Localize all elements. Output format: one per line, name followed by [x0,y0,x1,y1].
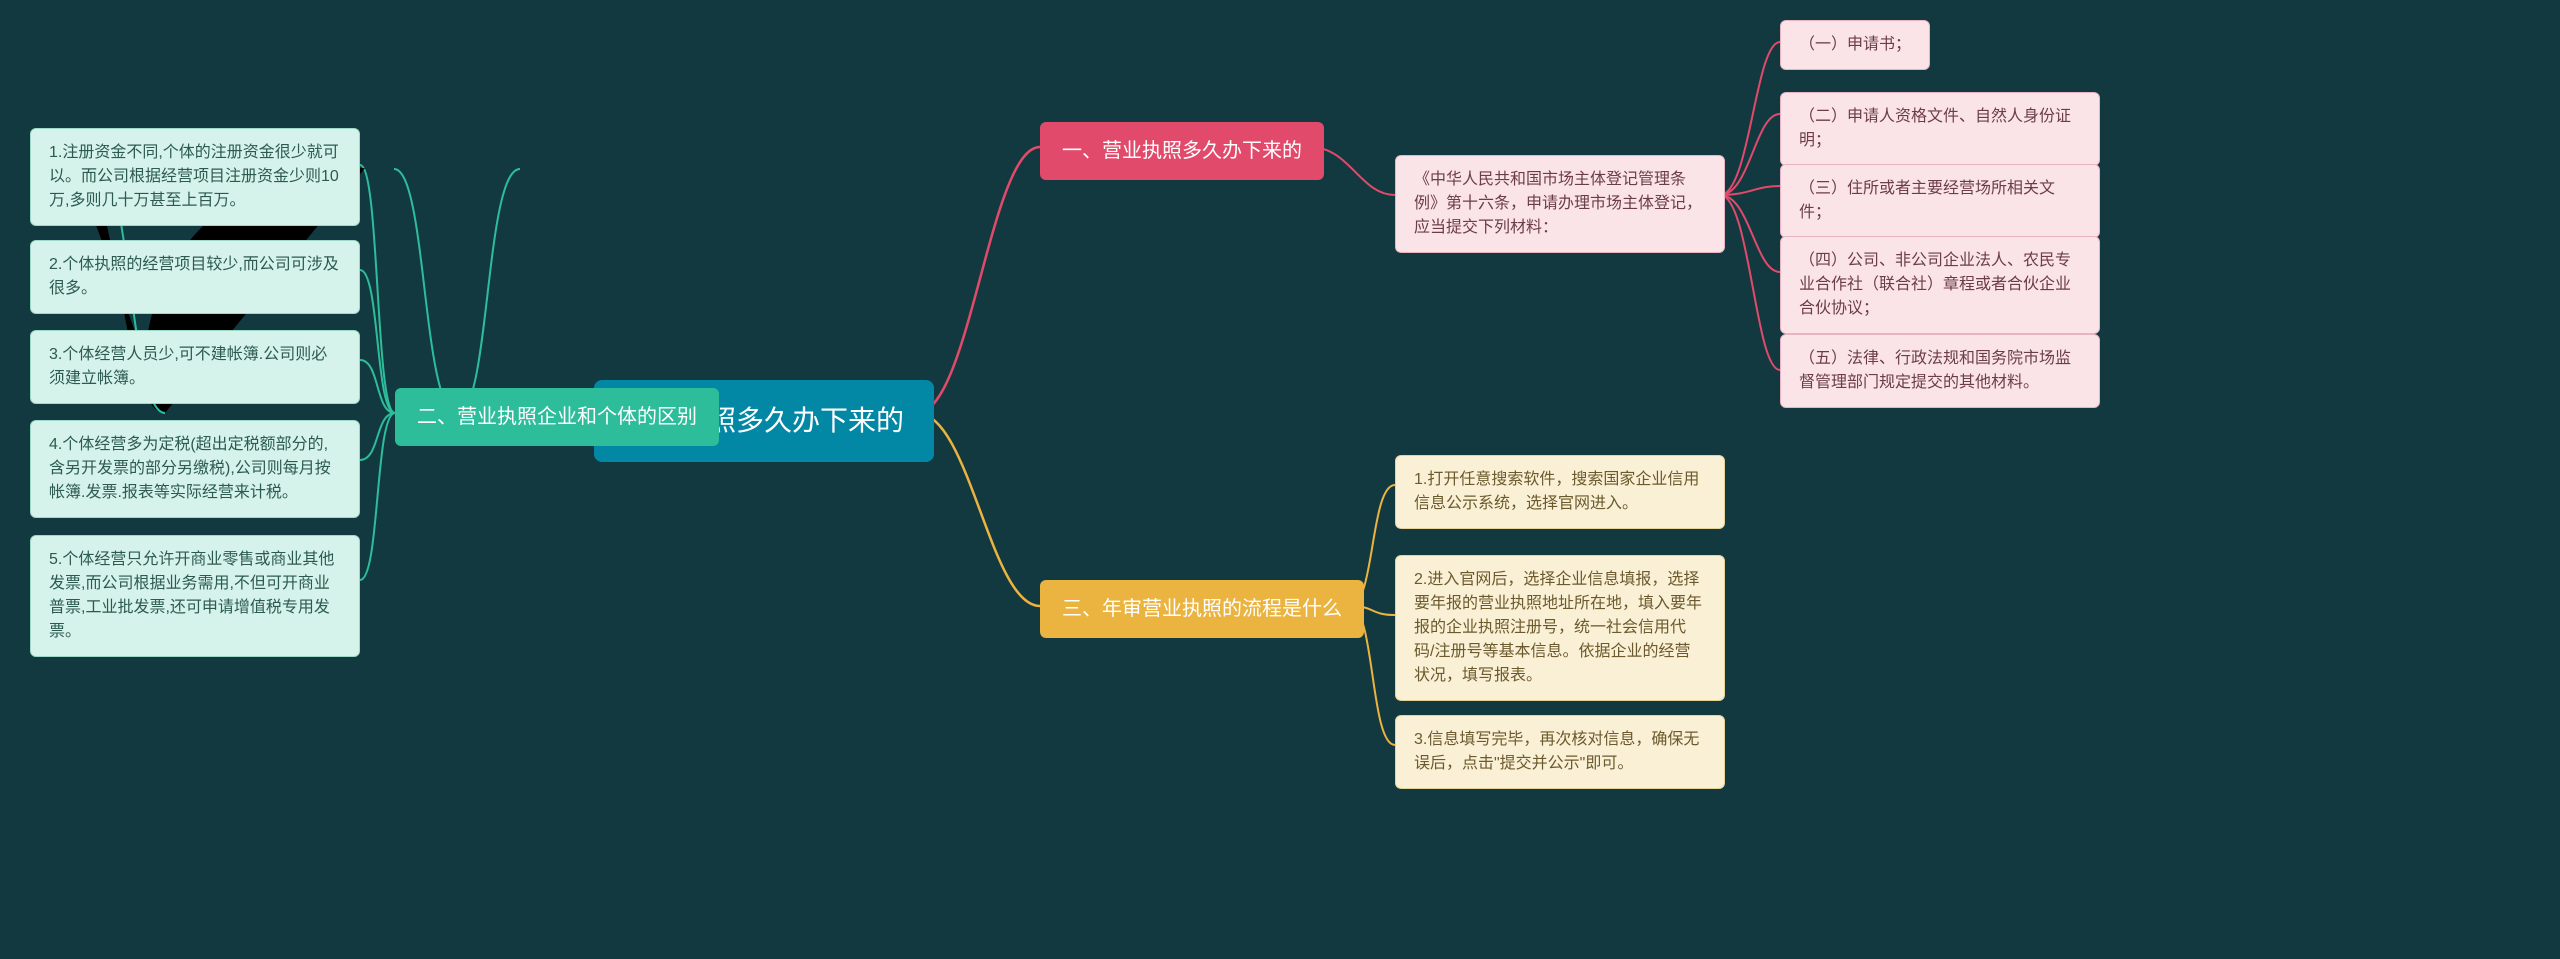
branch3-item-3-text: 3.信息填写完毕，再次核对信息，确保无误后，点击"提交并公示"即可。 [1414,731,1699,772]
branch2-item-1: 1.注册资金不同,个体的注册资金很少就可以。而公司根据经营项目注册资金少则10万… [30,128,360,226]
branch3-label: 三、年审营业执照的流程是什么 [1062,598,1342,620]
branch1-node: 一、营业执照多久办下来的 [1040,122,1324,180]
branch3-item-2-text: 2.进入官网后，选择企业信息填报，选择要年报的营业执照地址所在地，填入要年报的企… [1414,571,1702,684]
branch1-item-2-text: （二）申请人资格文件、自然人身份证明； [1799,108,2071,149]
branch1-item-4-text: （四）公司、非公司企业法人、农民专业合作社（联合社）章程或者合伙企业合伙协议； [1799,252,2071,317]
branch1-item-5-text: （五）法律、行政法规和国务院市场监督管理部门规定提交的其他材料。 [1799,350,2071,391]
branch2-item-2-text: 2.个体执照的经营项目较少,而公司可涉及很多。 [49,256,339,297]
branch3-item-1: 1.打开任意搜索软件，搜索国家企业信用信息公示系统，选择官网进入。 [1395,455,1725,529]
branch1-item-1: （一）申请书； [1780,20,1930,70]
branch1-item-3: （三）住所或者主要经营场所相关文件； [1780,164,2100,238]
branch3-node: 三、年审营业执照的流程是什么 [1040,580,1364,638]
branch2-item-5-text: 5.个体经营只允许开商业零售或商业其他发票,而公司根据业务需用,不但可开商业普票… [49,551,334,640]
branch3-item-1-text: 1.打开任意搜索软件，搜索国家企业信用信息公示系统，选择官网进入。 [1414,471,1699,512]
branch2-item-3: 3.个体经营人员少,可不建帐簿.公司则必须建立帐簿。 [30,330,360,404]
branch1-item-4: （四）公司、非公司企业法人、农民专业合作社（联合社）章程或者合伙企业合伙协议； [1780,236,2100,334]
branch2-item-4: 4.个体经营多为定税(超出定税额部分的,含另开发票的部分另缴税),公司则每月按帐… [30,420,360,518]
branch3-item-3: 3.信息填写完毕，再次核对信息，确保无误后，点击"提交并公示"即可。 [1395,715,1725,789]
branch2-node: 二、营业执照企业和个体的区别 [395,388,719,446]
branch1-item-1-text: （一）申请书； [1799,36,1911,53]
branch2-label: 二、营业执照企业和个体的区别 [417,406,697,428]
branch3-item-2: 2.进入官网后，选择企业信息填报，选择要年报的营业执照地址所在地，填入要年报的企… [1395,555,1725,701]
branch2-item-4-text: 4.个体经营多为定税(超出定税额部分的,含另开发票的部分另缴税),公司则每月按帐… [49,436,331,501]
branch2-item-1-text: 1.注册资金不同,个体的注册资金很少就可以。而公司根据经营项目注册资金少则10万… [49,144,339,209]
branch1-item-5: （五）法律、行政法规和国务院市场监督管理部门规定提交的其他材料。 [1780,334,2100,408]
branch2-item-5: 5.个体经营只允许开商业零售或商业其他发票,而公司根据业务需用,不但可开商业普票… [30,535,360,657]
branch1-item-2: （二）申请人资格文件、自然人身份证明； [1780,92,2100,166]
branch1-item-3-text: （三）住所或者主要经营场所相关文件； [1799,180,2055,221]
branch1-detail: 《中华人民共和国市场主体登记管理条例》第十六条，申请办理市场主体登记，应当提交下… [1395,155,1725,253]
branch1-label: 一、营业执照多久办下来的 [1062,140,1302,162]
branch1-detail-text: 《中华人民共和国市场主体登记管理条例》第十六条，申请办理市场主体登记，应当提交下… [1414,171,1702,236]
branch2-item-2: 2.个体执照的经营项目较少,而公司可涉及很多。 [30,240,360,314]
branch2-item-3-text: 3.个体经营人员少,可不建帐簿.公司则必须建立帐簿。 [49,346,327,387]
